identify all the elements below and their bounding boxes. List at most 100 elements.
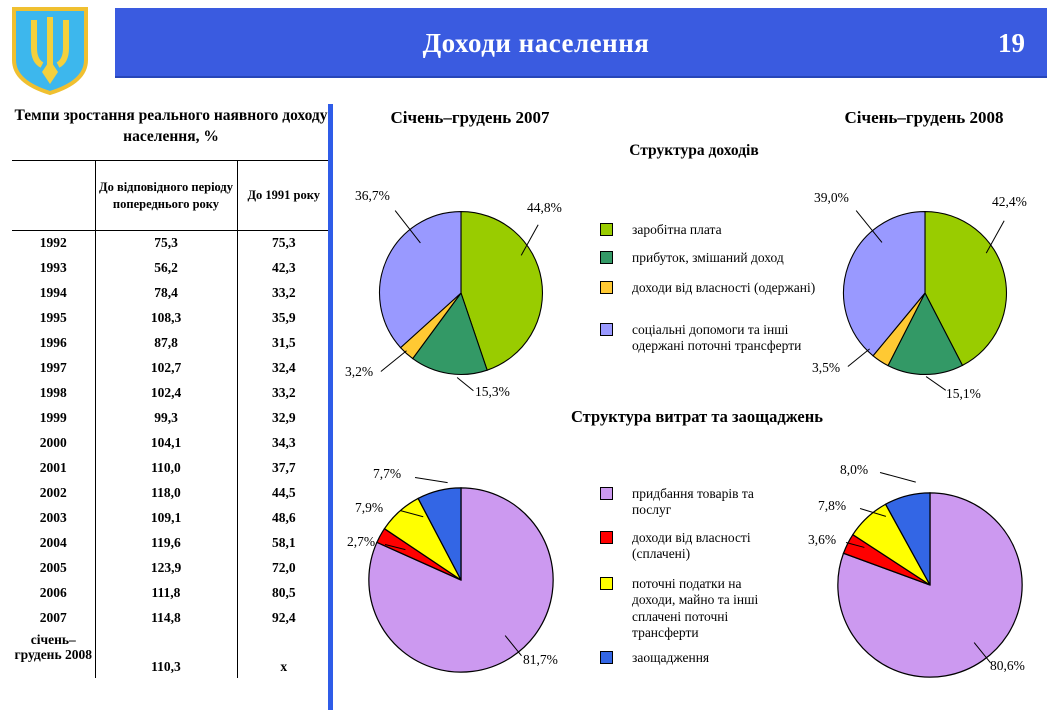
table-row: 2002 118,0 44,5 — [12, 480, 330, 506]
row-value: 110,0 — [94, 455, 238, 481]
growth-table: До відповідного періоду попереднього рок… — [12, 160, 330, 678]
leader-line — [456, 377, 474, 392]
pie-label: 44,8% — [527, 200, 562, 215]
pie-label: 15,1% — [946, 386, 981, 401]
table-title: Темпи зростання реального наявного доход… — [14, 107, 328, 145]
table-row: 2004 119,6 58,1 — [12, 530, 330, 556]
legend-label: заробітна плата — [632, 222, 722, 237]
table-row: 1994 78,4 33,2 — [12, 280, 330, 306]
pie-label: 3,2% — [345, 364, 374, 379]
row-value: 37,7 — [271, 460, 296, 475]
row-value: 108,3 — [94, 305, 238, 331]
legend-swatch — [600, 251, 613, 264]
table-row: 1993 56,2 42,3 — [12, 255, 330, 281]
row-year: 2006 — [39, 585, 67, 600]
row-year: 2004 — [39, 535, 67, 550]
row-year: 1999 — [39, 410, 67, 425]
growth-table-grid: До відповідного періоду попереднього рок… — [12, 160, 330, 678]
row-value: 114,8 — [94, 605, 238, 631]
row-value: 58,1 — [271, 535, 296, 550]
pie-slice — [843, 210, 926, 357]
row-value: 102,7 — [94, 355, 238, 381]
pie-label: 81,7% — [523, 652, 558, 667]
legend-label: заощадження — [632, 650, 710, 665]
row-value: 44,5 — [271, 485, 296, 500]
row-year: 2007 — [39, 610, 67, 625]
pie-label: 7,7% — [373, 466, 402, 481]
row-value: 80,5 — [271, 585, 296, 600]
row-year: 1998 — [39, 385, 67, 400]
row-value: 31,5 — [271, 335, 296, 350]
pie-slice — [417, 487, 462, 581]
row-year: 1992 — [39, 235, 67, 251]
col-header-year — [12, 160, 95, 231]
income-legend: заробітна плата прибуток, змішаний доход… — [592, 222, 827, 372]
divider-line — [328, 104, 333, 710]
pie-label: 36,7% — [355, 188, 390, 203]
row-year: 1995 — [39, 310, 67, 325]
table-row: січень–грудень 2008 110,3 x — [12, 630, 330, 678]
row-year: 2002 — [39, 485, 67, 500]
header-bar: Доходи населення 19 — [115, 8, 1047, 78]
row-value: 118,0 — [94, 480, 238, 506]
pie-label: 3,5% — [812, 360, 841, 375]
pie-label: 8,0% — [840, 462, 869, 477]
pie-chart — [378, 210, 543, 376]
table-row: 1998 102,4 33,2 — [12, 380, 330, 406]
row-year: 1997 — [39, 360, 67, 375]
pie-label: 2,7% — [347, 534, 376, 549]
income-pie-2007: 36,7% 44,8% 3,2% 15,3% — [345, 180, 585, 410]
legend-swatch — [600, 651, 613, 664]
row-year: 1993 — [39, 260, 67, 275]
row-value: 33,2 — [271, 385, 296, 400]
pie-label: 42,4% — [992, 194, 1027, 209]
row-value: 111,8 — [94, 580, 238, 606]
legend-label: доходи від власності (сплачені) — [632, 530, 751, 562]
row-value: 110,3 — [94, 630, 238, 678]
leader-line — [925, 376, 947, 392]
row-value: 48,6 — [271, 510, 296, 525]
growth-table-body: 1992 75,3 75,3 1993 56,2 42,3 1994 78,4 33,2 1995… — [12, 230, 330, 678]
row-value: 99,3 — [94, 405, 238, 431]
legend-swatch — [600, 223, 613, 236]
row-value: 32,4 — [271, 360, 296, 375]
row-year: 2000 — [39, 435, 67, 450]
legend-label: поточні податки на доходи, майно та інші… — [632, 576, 759, 641]
row-value: 87,8 — [94, 330, 238, 356]
ukraine-coat-of-arms-icon — [12, 7, 88, 96]
legend-label: доходи від власності (одержані) — [632, 280, 816, 295]
col-header-1991: До 1991 року — [237, 160, 330, 231]
row-value: x — [280, 658, 288, 674]
pie-slice — [378, 210, 462, 349]
legend-label: придбання товарів та послуг — [632, 486, 754, 518]
pie-label: 7,8% — [818, 498, 847, 513]
row-value: 72,0 — [271, 560, 296, 575]
row-value: 75,3 — [94, 230, 238, 256]
pie-label: 39,0% — [814, 190, 849, 205]
income-structure-heading: Структура доходів — [629, 142, 759, 159]
table-row: 2000 104,1 34,3 — [12, 430, 330, 456]
row-value: 119,6 — [94, 530, 238, 556]
row-value: 78,4 — [94, 280, 238, 306]
pie-chart — [368, 487, 554, 673]
legend-swatch — [600, 531, 613, 544]
expense-pie-2008: 8,0% 7,8% 3,6% 80,6% — [798, 450, 1054, 714]
row-value: 34,3 — [271, 435, 296, 450]
period-2008-heading: Січень–грудень 2008 — [844, 108, 1004, 127]
legend-label: соціальні допомоги та інші одержані пото… — [632, 322, 802, 354]
leader-line — [879, 472, 916, 483]
pie-slice — [368, 487, 554, 673]
income-pie-2008: 39,0% 42,4% 3,5% 15,1% — [800, 180, 1054, 410]
row-year: 1996 — [39, 335, 67, 350]
col-header-prev-period: До відповідного періоду попереднього рок… — [94, 160, 238, 231]
pie-slice — [884, 492, 931, 586]
row-value: 102,4 — [94, 380, 238, 406]
row-value: 56,2 — [94, 255, 238, 281]
row-value: 32,9 — [271, 410, 296, 425]
period-2007-heading: Січень–грудень 2007 — [390, 108, 550, 127]
table-row: 2001 110,0 37,7 — [12, 455, 330, 481]
pie-label: 7,9% — [355, 500, 384, 515]
expense-pie-2007: 7,7% 7,9% 2,7% 81,7% — [345, 450, 585, 714]
row-value: 75,3 — [271, 235, 296, 251]
